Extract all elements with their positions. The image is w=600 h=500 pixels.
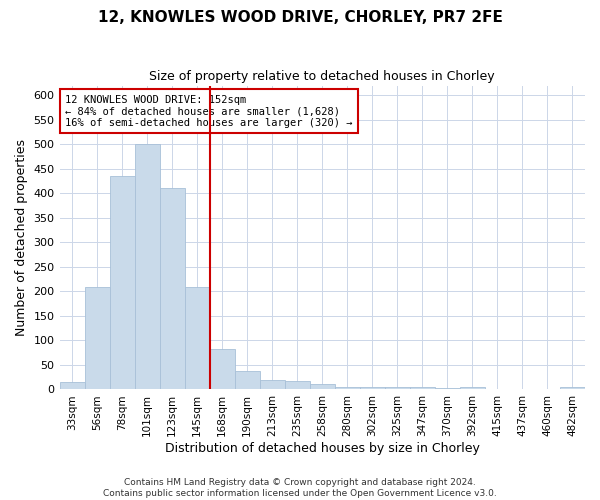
Bar bbox=[285, 381, 310, 390]
Bar bbox=[185, 286, 209, 390]
Bar bbox=[410, 387, 435, 390]
Bar bbox=[335, 387, 360, 390]
Bar bbox=[385, 387, 410, 390]
Bar bbox=[209, 349, 235, 390]
Y-axis label: Number of detached properties: Number of detached properties bbox=[15, 139, 28, 336]
Bar bbox=[235, 371, 260, 390]
Bar bbox=[260, 380, 285, 390]
Bar bbox=[560, 387, 585, 390]
Bar bbox=[310, 384, 335, 390]
Bar bbox=[460, 387, 485, 390]
Bar bbox=[160, 188, 185, 390]
Bar bbox=[435, 388, 460, 390]
X-axis label: Distribution of detached houses by size in Chorley: Distribution of detached houses by size … bbox=[165, 442, 480, 455]
Bar bbox=[360, 387, 385, 390]
Text: 12 KNOWLES WOOD DRIVE: 152sqm
← 84% of detached houses are smaller (1,628)
16% o: 12 KNOWLES WOOD DRIVE: 152sqm ← 84% of d… bbox=[65, 94, 352, 128]
Text: Contains HM Land Registry data © Crown copyright and database right 2024.
Contai: Contains HM Land Registry data © Crown c… bbox=[103, 478, 497, 498]
Bar bbox=[110, 176, 134, 390]
Bar bbox=[59, 382, 85, 390]
Bar bbox=[134, 144, 160, 390]
Text: 12, KNOWLES WOOD DRIVE, CHORLEY, PR7 2FE: 12, KNOWLES WOOD DRIVE, CHORLEY, PR7 2FE bbox=[98, 10, 502, 25]
Title: Size of property relative to detached houses in Chorley: Size of property relative to detached ho… bbox=[149, 70, 495, 83]
Bar bbox=[85, 286, 110, 390]
